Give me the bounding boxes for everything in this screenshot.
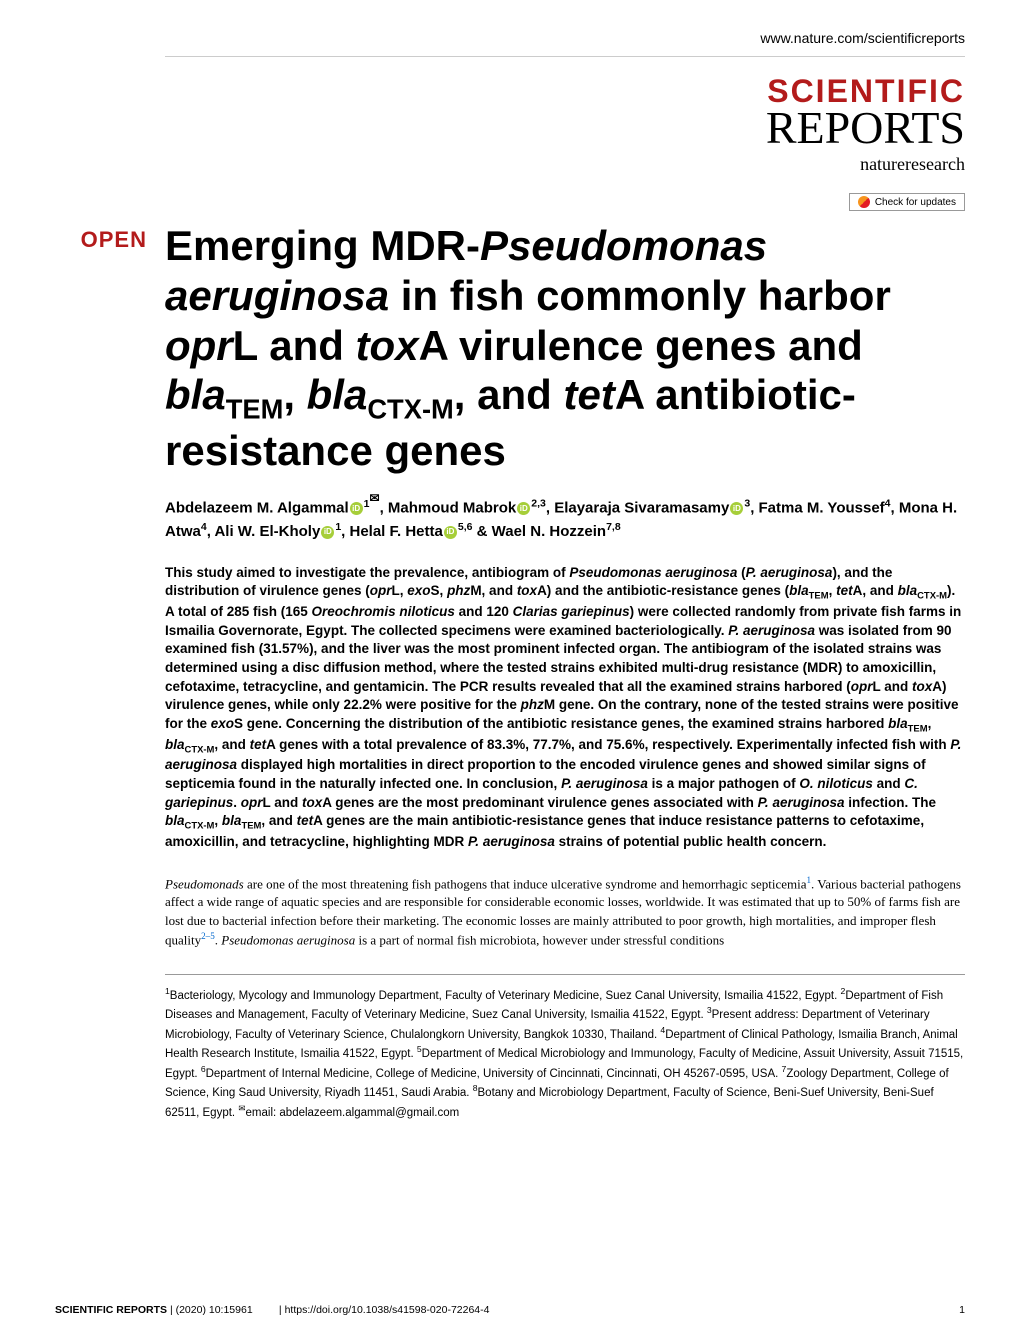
check-updates-badge[interactable]: Check for updates xyxy=(849,193,965,211)
orcid-icon[interactable] xyxy=(321,526,334,539)
footer-journal: SCIENTIFIC REPORTS xyxy=(55,1304,167,1316)
authors-block: Abdelazeem M. Algammal1✉, Mahmoud Mabrok… xyxy=(165,489,965,544)
corresponding-icon: ✉ xyxy=(370,489,380,507)
footer-spacer: | xyxy=(256,1304,285,1316)
journal-url: www.nature.com/scientificreports xyxy=(0,0,1020,56)
orcid-icon[interactable] xyxy=(517,502,530,515)
article-title: Emerging MDR-Pseudomonas aeruginosa in f… xyxy=(165,221,965,475)
orcid-icon[interactable] xyxy=(444,526,457,539)
footer-citation: (2020) 10:15961 xyxy=(176,1304,253,1316)
affiliations: 1Bacteriology, Mycology and Immunology D… xyxy=(165,974,965,1122)
left-column: OPEN xyxy=(0,221,165,1121)
check-updates-label: Check for updates xyxy=(875,197,956,208)
footer-page: 1 xyxy=(959,1304,965,1316)
footer-doi: https://doi.org/10.1038/s41598-020-72264… xyxy=(285,1304,490,1316)
main-content: OPEN Emerging MDR-Pseudomonas aeruginosa… xyxy=(0,221,1020,1121)
journal-logo: SCIENTIFIC REPORTS xyxy=(0,77,1020,149)
intro-paragraph: Pseudomonads are one of the most threate… xyxy=(165,874,965,950)
journal-name-bottom: REPORTS xyxy=(0,106,965,150)
right-column: Emerging MDR-Pseudomonas aeruginosa in f… xyxy=(165,221,965,1121)
crossmark-icon xyxy=(858,196,870,208)
orcid-icon[interactable] xyxy=(730,502,743,515)
publisher-name: natureresearch xyxy=(0,154,1020,175)
check-updates-container: Check for updates xyxy=(0,193,1020,213)
open-access-badge: OPEN xyxy=(0,227,147,253)
top-divider xyxy=(165,56,965,57)
abstract: This study aimed to investigate the prev… xyxy=(165,564,965,852)
orcid-icon[interactable] xyxy=(350,502,363,515)
page-footer: SCIENTIFIC REPORTS | (2020) 10:15961 | h… xyxy=(55,1304,965,1316)
footer-left: SCIENTIFIC REPORTS | (2020) 10:15961 | h… xyxy=(55,1304,489,1316)
